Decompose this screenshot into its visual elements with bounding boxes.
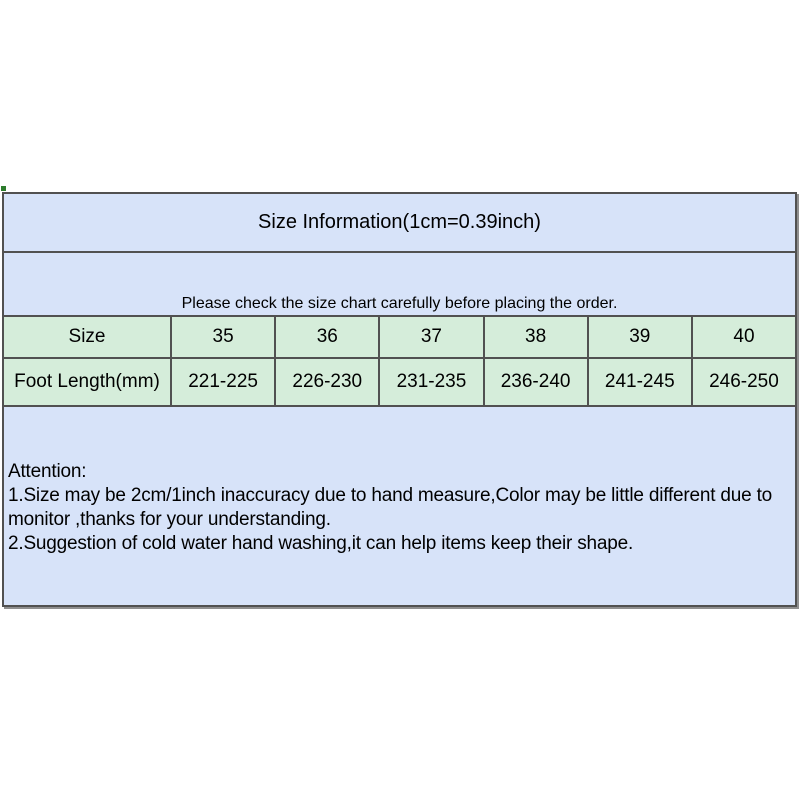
size-row: Size 35 36 37 38 39 40 <box>4 317 795 359</box>
foot-length-value-cell: 236-240 <box>482 359 587 405</box>
size-value-cell: 39 <box>586 317 691 357</box>
foot-length-value-cell: 231-235 <box>378 359 482 405</box>
foot-length-value-cell: 241-245 <box>586 359 691 405</box>
foot-length-row: Foot Length(mm) 221-225 226-230 231-235 … <box>4 359 795 407</box>
table-note: Please check the size chart carefully be… <box>181 295 618 312</box>
attention-line: 1.Size may be 2cm/1inch inaccuracy due t… <box>8 485 773 506</box>
size-value-cell: 35 <box>170 317 274 357</box>
attention-line: 2.Suggestion of cold water hand washing,… <box>8 533 634 554</box>
table-note-row: Please check the size chart carefully be… <box>4 253 795 317</box>
attention-line: monitor ,thanks for your understanding. <box>8 509 331 530</box>
corner-artifact <box>1 186 6 191</box>
size-value-cell: 40 <box>690 317 795 357</box>
attention-section: Attention: 1.Size may be 2cm/1inch inacc… <box>4 407 795 605</box>
size-value-cell: 38 <box>482 317 587 357</box>
size-chart-table: Size Information(1cm=0.39inch) Please ch… <box>2 192 797 607</box>
table-title-row: Size Information(1cm=0.39inch) <box>4 194 795 253</box>
size-value-cell: 37 <box>378 317 482 357</box>
foot-length-value-cell: 221-225 <box>170 359 274 405</box>
size-value-cell: 36 <box>274 317 378 357</box>
foot-length-row-header: Foot Length(mm) <box>14 371 160 392</box>
size-row-header: Size <box>68 326 106 347</box>
foot-length-value-cell: 246-250 <box>690 359 795 405</box>
attention-heading: Attention: <box>8 461 87 482</box>
foot-length-value-cell: 226-230 <box>274 359 378 405</box>
table-title: Size Information(1cm=0.39inch) <box>258 211 541 233</box>
